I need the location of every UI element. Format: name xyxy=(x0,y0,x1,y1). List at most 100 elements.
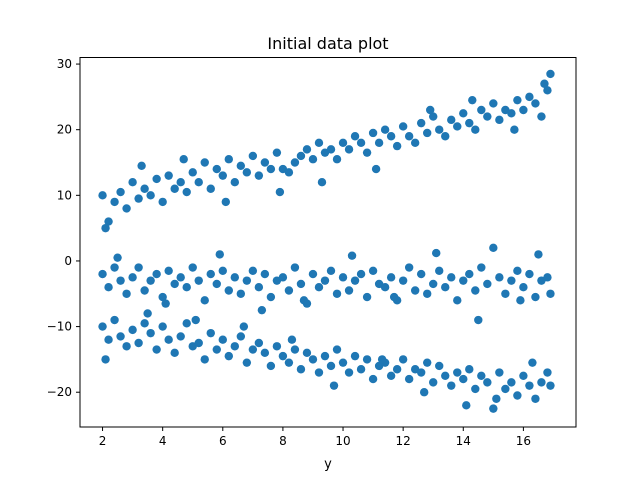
data-point xyxy=(218,171,227,180)
data-point xyxy=(543,273,552,282)
data-point xyxy=(474,315,483,325)
data-point xyxy=(194,338,203,348)
data-point xyxy=(462,401,471,410)
data-point xyxy=(429,112,438,121)
data-point xyxy=(170,279,179,289)
data-point xyxy=(516,296,525,305)
data-point xyxy=(338,273,348,282)
x-tick-label: 10 xyxy=(335,434,350,448)
data-point xyxy=(447,381,456,390)
data-point xyxy=(200,296,209,305)
data-point xyxy=(410,286,420,295)
data-point xyxy=(350,132,360,141)
data-point xyxy=(398,355,408,364)
data-point xyxy=(362,355,372,364)
data-point xyxy=(134,194,143,203)
data-point xyxy=(453,368,462,377)
data-point xyxy=(266,292,276,302)
data-point xyxy=(410,138,420,148)
data-point xyxy=(501,289,510,298)
data-point xyxy=(344,286,354,295)
data-point xyxy=(404,132,414,141)
data-point xyxy=(489,404,498,413)
data-point xyxy=(459,276,468,285)
data-point xyxy=(242,168,252,177)
data-point xyxy=(429,378,438,387)
data-point xyxy=(248,345,258,354)
data-point xyxy=(320,351,330,361)
data-point xyxy=(386,371,396,381)
data-point xyxy=(447,115,456,125)
data-point xyxy=(344,145,354,154)
data-point xyxy=(116,332,125,341)
data-point xyxy=(447,273,456,282)
data-point xyxy=(278,351,288,361)
data-point xyxy=(435,361,444,371)
data-point xyxy=(140,319,149,328)
data-point xyxy=(257,305,267,315)
data-point xyxy=(242,276,252,285)
data-point xyxy=(161,299,170,308)
data-point xyxy=(519,283,528,292)
data-point xyxy=(507,378,516,387)
data-point xyxy=(546,289,555,298)
y-tick-label: 10 xyxy=(57,188,72,202)
data-point xyxy=(350,276,360,285)
data-point xyxy=(146,191,155,200)
data-point xyxy=(206,328,215,338)
data-point xyxy=(510,125,519,134)
data-point xyxy=(221,197,230,207)
x-tick-label: 14 xyxy=(456,434,471,448)
data-point xyxy=(350,351,360,361)
data-point xyxy=(134,338,143,348)
data-point xyxy=(206,269,215,279)
data-point xyxy=(371,164,381,174)
data-point xyxy=(308,269,318,279)
y-tick-label: 0 xyxy=(64,254,72,268)
data-point xyxy=(507,276,516,285)
data-point xyxy=(525,92,534,102)
data-point xyxy=(392,365,402,374)
data-point xyxy=(423,289,432,298)
y-tick-label: −10 xyxy=(47,320,72,334)
data-point xyxy=(152,345,161,354)
data-point xyxy=(453,122,462,131)
data-point xyxy=(98,322,107,331)
data-point xyxy=(489,243,498,253)
data-point xyxy=(212,164,221,174)
data-point xyxy=(116,276,125,285)
data-point xyxy=(380,283,390,292)
data-point xyxy=(242,358,252,367)
data-point xyxy=(110,315,119,325)
data-point xyxy=(389,292,399,302)
data-point xyxy=(122,204,131,213)
data-point xyxy=(275,187,285,197)
data-point xyxy=(419,388,429,397)
data-point xyxy=(230,273,240,282)
data-point xyxy=(326,145,336,154)
data-point xyxy=(423,128,432,138)
data-point xyxy=(224,155,233,164)
data-point xyxy=(206,184,215,193)
data-point xyxy=(212,345,221,354)
data-point xyxy=(477,263,486,272)
data-point xyxy=(531,292,540,302)
data-point xyxy=(368,128,378,138)
data-point xyxy=(465,269,474,279)
data-point xyxy=(347,251,357,260)
data-point xyxy=(525,269,534,279)
data-point xyxy=(404,263,414,272)
data-point xyxy=(152,269,161,279)
data-point xyxy=(287,335,297,344)
data-point xyxy=(492,394,501,403)
data-point xyxy=(278,273,288,282)
data-point xyxy=(113,253,122,262)
data-point xyxy=(182,187,191,197)
data-point xyxy=(314,283,324,292)
data-point xyxy=(423,358,432,367)
data-point xyxy=(495,115,504,125)
data-point xyxy=(368,266,378,275)
data-point xyxy=(537,378,546,387)
data-point xyxy=(320,276,330,285)
